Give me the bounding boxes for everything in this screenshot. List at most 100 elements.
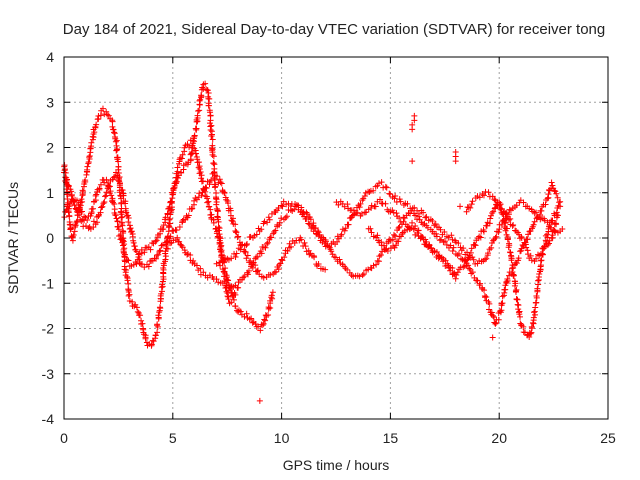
data-point	[154, 321, 161, 328]
data-point	[198, 92, 205, 99]
data-point	[233, 250, 240, 257]
data-point	[397, 218, 404, 225]
data-point	[449, 265, 456, 272]
data-point	[154, 329, 161, 336]
data-point	[83, 171, 90, 178]
data-point	[502, 220, 509, 227]
data-point	[358, 210, 365, 217]
data-point	[156, 248, 163, 255]
data-point	[76, 211, 83, 218]
data-point	[395, 238, 402, 245]
data-point	[109, 118, 116, 125]
data-point	[200, 178, 207, 185]
outlier-point	[409, 121, 416, 128]
data-point	[490, 312, 497, 319]
data-point	[524, 236, 531, 243]
data-point	[235, 233, 242, 240]
data-point	[380, 242, 387, 249]
data-point	[469, 269, 476, 276]
data-point	[263, 240, 270, 247]
data-point	[516, 311, 523, 318]
data-point	[254, 267, 261, 274]
data-point	[88, 139, 95, 146]
data-point	[157, 305, 164, 312]
data-point	[304, 210, 311, 217]
data-point	[167, 233, 174, 240]
data-point	[196, 97, 203, 104]
data-point	[481, 292, 488, 299]
data-point	[306, 221, 313, 228]
data-point	[243, 255, 250, 262]
data-point	[485, 250, 492, 257]
data-point	[532, 304, 539, 311]
data-point	[213, 173, 220, 180]
data-point	[390, 231, 397, 238]
data-point	[204, 199, 211, 206]
data-point	[454, 269, 461, 276]
grid-lines	[64, 57, 608, 419]
data-point	[508, 257, 515, 264]
data-point	[492, 320, 499, 327]
data-point	[128, 228, 135, 235]
data-point	[157, 247, 164, 254]
data-point	[269, 289, 276, 296]
data-point	[486, 246, 493, 253]
data-point	[440, 256, 447, 263]
data-point	[481, 287, 488, 294]
data-point	[455, 240, 462, 247]
data-point	[486, 306, 493, 313]
data-point	[97, 181, 104, 188]
data-point	[396, 196, 403, 203]
data-point	[130, 239, 137, 246]
data-point	[160, 262, 167, 269]
data-point	[322, 238, 329, 245]
data-point	[363, 209, 370, 216]
data-point	[393, 210, 400, 217]
data-point	[191, 132, 198, 139]
data-point	[533, 255, 540, 262]
data-point	[276, 219, 283, 226]
data-point	[481, 256, 488, 263]
data-point	[243, 310, 250, 317]
data-point	[216, 225, 223, 232]
data-point	[533, 215, 540, 222]
data-point	[154, 323, 161, 330]
data-point	[110, 126, 117, 133]
data-point	[545, 225, 552, 232]
data-point	[93, 121, 100, 128]
data-point	[513, 260, 520, 267]
y-tick-label: -2	[42, 321, 55, 337]
data-point	[489, 209, 496, 216]
data-point	[206, 95, 213, 102]
data-point	[265, 214, 272, 221]
data-point	[420, 209, 427, 216]
data-point	[219, 188, 226, 195]
data-point	[108, 192, 115, 199]
data-point	[545, 240, 552, 247]
data-point	[213, 196, 220, 203]
data-point	[334, 238, 341, 245]
data-point	[74, 209, 81, 216]
data-point	[205, 102, 212, 109]
data-point	[390, 209, 397, 216]
data-point	[253, 231, 260, 238]
data-point	[370, 233, 377, 240]
data-point	[376, 196, 383, 203]
data-point	[93, 191, 100, 198]
data-point	[499, 293, 506, 300]
data-point	[224, 276, 231, 283]
data-point	[217, 248, 224, 255]
data-point	[493, 233, 500, 240]
data-point	[232, 303, 239, 310]
data-point	[449, 247, 456, 254]
data-point	[205, 198, 212, 205]
data-point	[73, 219, 80, 226]
data-point	[545, 191, 552, 198]
data-point	[359, 197, 366, 204]
data-point	[238, 241, 245, 248]
data-point	[530, 221, 537, 228]
data-point	[463, 260, 470, 267]
data-point	[215, 279, 222, 286]
data-point	[361, 192, 368, 199]
data-point	[125, 257, 132, 264]
